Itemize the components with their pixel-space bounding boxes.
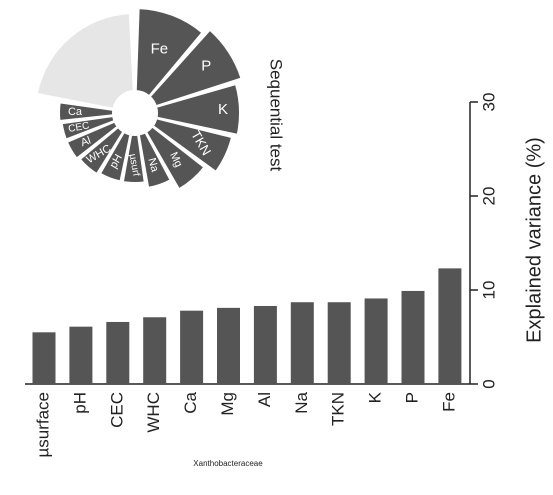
polar-sector [78,125,125,176]
x-tick-label: Fe [439,392,458,412]
bar [364,298,388,384]
annotation: Xanthobacteraceae [193,459,263,468]
bar [106,321,130,384]
bar [217,307,240,384]
bar [143,317,167,384]
x-tick-label: TKN [329,392,348,426]
x-tick-label: K [366,391,385,403]
polar-sector [58,101,115,123]
bar [438,268,462,384]
x-tick-label: Mg [218,392,237,416]
y-tick-label: 30 [479,93,498,112]
bar [69,326,93,384]
polar-sector [121,133,146,184]
polar-sector [60,114,116,141]
polar-sector [35,12,135,110]
x-tick-label: WHC [144,392,163,433]
polar-label: Fe [151,40,169,57]
x-tick-label: Ca [181,391,200,413]
x-tick-label: Na [292,391,311,413]
polar-sector [144,125,206,191]
y-tick-label: 20 [479,187,498,206]
polar-sector [154,82,241,137]
polar-label: µsurf [127,153,142,177]
polar-sector [98,130,132,183]
polar-label: Mg [167,150,184,169]
polar-sector [151,117,234,174]
bar [290,302,314,384]
polar-label: P [201,58,211,75]
polar-sector [65,120,120,160]
polar-label: CEC [68,120,91,135]
x-tick-label: CEC [107,392,126,428]
polar-sector [148,28,243,108]
y-tick-label: 0 [479,379,498,388]
y-tick-label: 10 [479,281,498,300]
x-tick-label: Al [255,392,274,407]
bar [401,290,425,384]
bar [32,332,56,384]
bar [180,310,204,384]
bar [253,305,277,384]
y-axis-label: Explained variance (%) [523,137,545,343]
x-tick-label: P [402,392,421,403]
polar-title: Sequential test [267,59,286,172]
x-tick-label: pH [70,392,89,414]
polar-label: Ca [68,106,83,118]
x-tick-label: µsurface [33,392,52,458]
polar-label: Na [145,157,160,175]
bar [327,302,351,384]
polar-label: K [218,101,228,118]
polar-label: Al [79,135,92,150]
polar-sector [137,131,173,190]
polar-sector [134,7,204,98]
